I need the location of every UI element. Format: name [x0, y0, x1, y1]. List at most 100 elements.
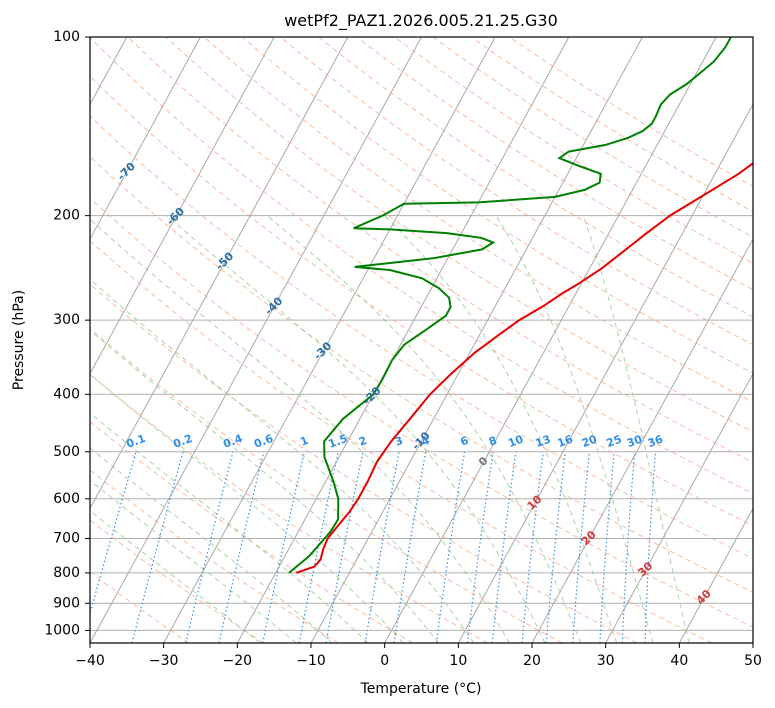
mixing-ratio-line	[466, 451, 494, 643]
isotherm-line	[384, 37, 717, 643]
mixing-ratio-label: 4	[420, 434, 432, 449]
dry-adiabat-line	[90, 239, 712, 643]
mixing-ratio-label: 0.4	[221, 432, 244, 451]
y-tick-label: 100	[53, 29, 80, 45]
x-tick-label: 30	[597, 653, 615, 669]
mixing-ratio-line	[621, 451, 636, 643]
dry-adiabat-line	[90, 283, 638, 643]
mixing-ratio-label: 6	[459, 434, 471, 449]
x-tick-label: −30	[149, 653, 179, 669]
isotherm-line	[90, 37, 275, 375]
dry-adiabat-label: -30	[311, 339, 334, 362]
dry-adiabat-line	[280, 37, 753, 346]
y-tick-label: 900	[53, 595, 80, 611]
moist-adiabat-line	[90, 412, 369, 643]
dry-adiabat-line	[203, 37, 753, 403]
dry-adiabat-line	[394, 37, 753, 264]
mixing-ratio-label: 1	[298, 434, 310, 449]
sounding-series	[288, 37, 753, 574]
dry-adiabat-line	[90, 420, 414, 643]
dry-adiabat-line	[432, 37, 753, 238]
moist-adiabat-line	[582, 215, 690, 643]
dry-adiabat-line	[90, 373, 488, 643]
grid-layer	[90, 37, 753, 643]
dry-adiabat-label: -60	[164, 204, 187, 227]
y-tick-label: 200	[53, 208, 80, 224]
temperature-profile	[295, 162, 753, 574]
dry-adiabat-label: -20	[360, 384, 383, 407]
moist-adiabat-line	[90, 329, 439, 643]
isotherm-line	[90, 37, 201, 241]
dry-adiabat-line	[90, 115, 753, 560]
moist-adiabat-label: 40	[694, 587, 714, 607]
y-tick-label: 400	[53, 386, 80, 402]
dewpoint-profile	[288, 37, 732, 574]
mixing-ratio-label: 3	[393, 434, 405, 449]
isotherm-line	[678, 507, 753, 643]
isotherm-line	[457, 103, 753, 643]
x-axis-label: Temperature (°C)	[360, 681, 482, 697]
mixing-ratio-line	[131, 451, 184, 643]
dry-adiabat-line	[90, 328, 563, 643]
x-tick-label: −20	[223, 653, 253, 669]
plot-frame	[89, 36, 754, 644]
dry-adiabat-line	[90, 571, 190, 643]
mixing-ratio-line	[185, 451, 234, 643]
x-tick-label: 50	[744, 653, 762, 669]
mixing-ratio-label: 10	[506, 432, 525, 450]
mixing-ratio-label: 2	[357, 434, 369, 449]
dry-adiabat-label: -90	[17, 70, 40, 93]
y-tick-label: 600	[53, 491, 80, 507]
mixing-ratio-line	[393, 451, 427, 643]
y-tick-label: 300	[53, 312, 80, 328]
chart-title: wetPf2_PAZ1.2026.005.21.25.G30	[284, 11, 558, 31]
y-tick-label: 700	[53, 531, 80, 547]
dry-adiabat-line	[509, 37, 753, 188]
moist-adiabat-line	[166, 215, 546, 643]
isotherm-line	[90, 37, 422, 643]
mixing-ratio-line	[262, 451, 305, 643]
dry-adiabat-label: -70	[115, 160, 138, 183]
y-axis-label: Pressure (hPa)	[11, 290, 27, 390]
isotherm-line	[310, 37, 643, 643]
moist-adiabat-label: 30	[635, 559, 655, 579]
mixing-ratio-label: 16	[556, 432, 575, 450]
x-tick-label: 40	[670, 653, 688, 669]
mixing-ratio-line	[521, 451, 544, 643]
dry-adiabat-line	[90, 197, 753, 628]
mixing-ratio-label: 0.2	[171, 432, 194, 451]
isotherm-line	[163, 37, 496, 643]
dry-adiabat-line	[90, 75, 753, 527]
mixing-ratio-label: 0.6	[252, 432, 275, 451]
dry-adiabat-line	[90, 469, 339, 643]
mixing-ratio-label: 0.1	[125, 432, 148, 451]
moist-adiabat-line	[90, 278, 475, 643]
mixing-ratio-label: 1.5	[327, 432, 350, 451]
mixing-ratio-label: 30	[625, 432, 644, 450]
moist-adiabat-line	[90, 447, 333, 643]
dry-adiabat-line	[241, 37, 753, 374]
x-tick-label: 10	[449, 653, 467, 669]
mixing-ratio-label: 20	[580, 432, 599, 450]
mixing-ratio-label: 13	[534, 433, 553, 450]
x-tick-label: −40	[75, 653, 105, 669]
line-labels: -100-90-80-70-60-50-40-30-20-10010203040…	[17, 70, 714, 608]
isotherm-line	[531, 237, 753, 643]
dry-adiabat-label: -80	[66, 115, 89, 138]
dry-adiabat-line	[318, 37, 753, 318]
moist-adiabat-line	[266, 215, 582, 643]
dry-adiabat-line	[356, 37, 753, 291]
mixing-ratio-line	[435, 451, 466, 643]
x-axis: −40 −30 −20 −10 0 10 20 30 40 50	[75, 643, 762, 669]
mixing-ratio-line	[491, 451, 517, 643]
isotherm-line	[605, 372, 753, 643]
mixing-ratio-line	[364, 451, 400, 643]
moist-adiabat-line	[90, 510, 261, 643]
moist-adiabat-line	[384, 215, 618, 643]
isotherm-line	[90, 37, 349, 510]
dry-adiabat-label: -40	[262, 294, 285, 317]
dry-adiabat-line	[165, 37, 753, 433]
y-tick-label: 500	[53, 444, 80, 460]
mixing-ratio-line	[325, 451, 364, 643]
